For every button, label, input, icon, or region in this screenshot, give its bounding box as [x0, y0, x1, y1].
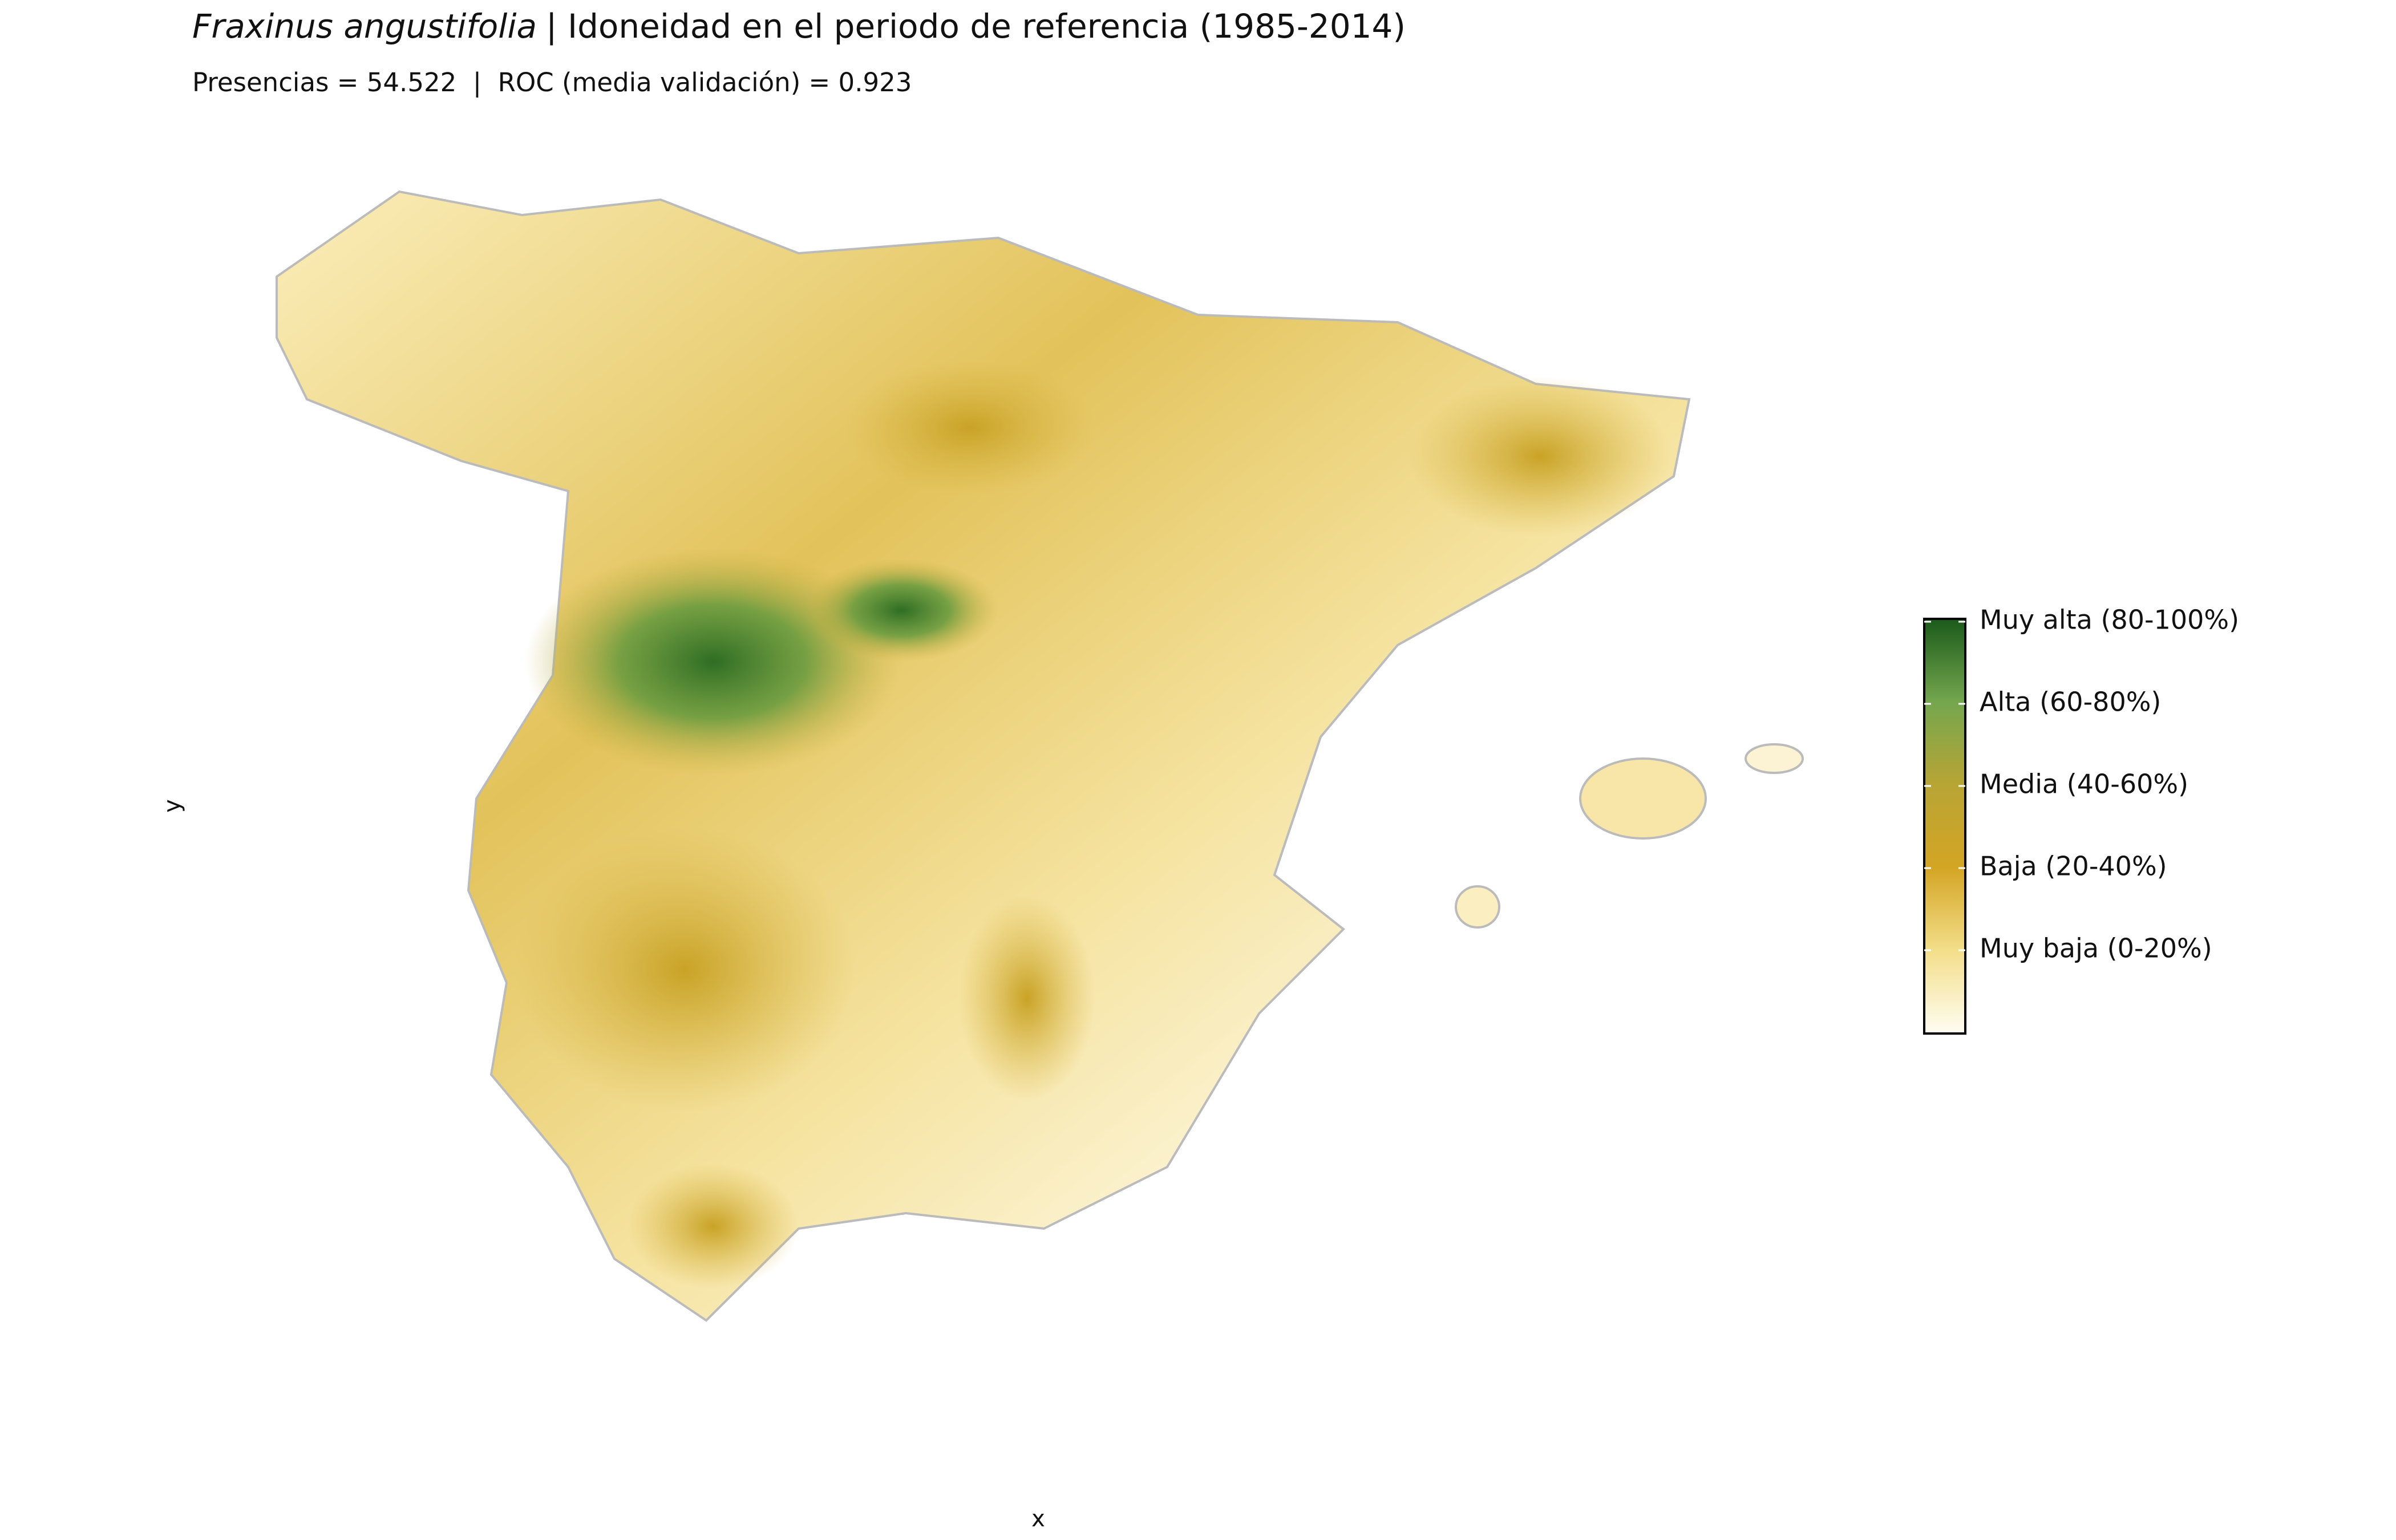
high-suitability-zone	[804, 559, 998, 662]
legend-label: Alta (60-80%)	[1980, 687, 2161, 718]
legend-label: Media (40-60%)	[1980, 769, 2188, 800]
y-axis-label: y	[159, 799, 185, 813]
suitability-zone	[844, 359, 1095, 496]
legend-label: Muy alta (80-100%)	[1980, 605, 2239, 635]
mallorca	[1579, 757, 1707, 840]
subtitle: Presencias = 54.522 | ROC (media validac…	[192, 67, 912, 98]
title-rest: | Idoneidad en el periodo de referencia …	[546, 7, 1406, 46]
suitability-zone	[513, 827, 856, 1112]
suitability-zone	[958, 895, 1095, 1101]
suitability-zone	[1409, 376, 1671, 536]
menorca	[1745, 743, 1804, 774]
title: Fraxinus angustifolia | Idoneidad en el p…	[192, 7, 1406, 46]
x-axis-label: x	[1031, 1506, 1045, 1532]
suitability-zone	[628, 1164, 799, 1289]
ibiza	[1455, 885, 1500, 929]
legend-label: Baja (20-40%)	[1980, 851, 2167, 882]
title-species: Fraxinus angustifolia	[192, 7, 537, 46]
map	[276, 190, 1804, 1322]
colorbar	[1923, 618, 1966, 1035]
legend: Muy alta (80-100%) Alta (60-80%) Media (40…	[1923, 605, 2239, 1035]
legend-label: Muy baja (0-20%)	[1980, 933, 2212, 964]
